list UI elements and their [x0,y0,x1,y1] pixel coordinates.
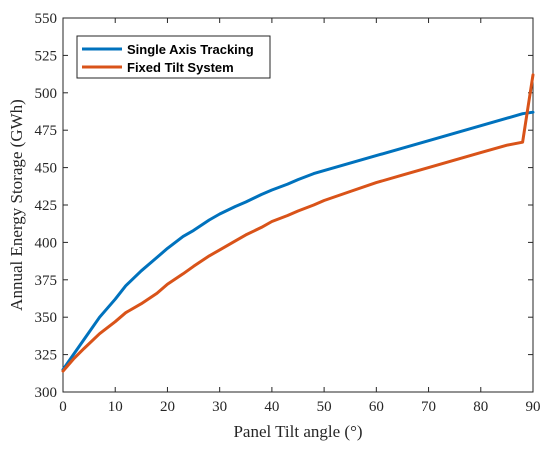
series-line-fixed-tilt-system [61,73,535,373]
y-tick-label: 325 [35,348,58,364]
x-tick-label: 50 [317,399,332,415]
x-axis-title: Panel Tilt angle (°) [233,422,362,441]
y-tick-label: 350 [35,310,58,326]
y-tick-label: 450 [35,161,58,177]
y-tick-label: 550 [35,11,58,27]
legend-box [76,35,271,79]
legend-label-fixed-tilt: Fixed Tilt System [127,60,234,75]
y-tick-label: 425 [35,198,58,214]
axis-ticks: 0 10 20 30 40 50 60 70 80 90 300 325 350 375 400 425 450… [35,11,541,415]
y-tick-label: 375 [35,273,58,289]
x-tick-label: 20 [160,399,175,415]
x-tick-label: 30 [212,399,227,415]
x-tick-label: 80 [473,399,488,415]
plot-area-frame [62,17,534,393]
y-tick-label: 525 [35,48,58,64]
y-tick-label: 500 [35,86,58,102]
y-tick-label: 400 [35,235,58,251]
x-tick-label: 10 [108,399,123,415]
x-tick-label: 40 [264,399,279,415]
x-tick-label: 90 [526,399,541,415]
x-tick-label: 70 [421,399,436,415]
y-axis-title: Annual Energy Storage (GWh) [7,99,26,311]
legend: Single Axis Tracking Fixed Tilt System [76,35,271,79]
series-lines [61,73,535,373]
y-tick-label: 475 [35,123,58,139]
y-tick-label: 300 [35,385,58,401]
x-tick-label: 0 [59,399,67,415]
x-tick-label: 60 [369,399,384,415]
legend-label-single-axis: Single Axis Tracking [127,42,254,57]
series-line-single-axis-tracking [61,110,535,372]
